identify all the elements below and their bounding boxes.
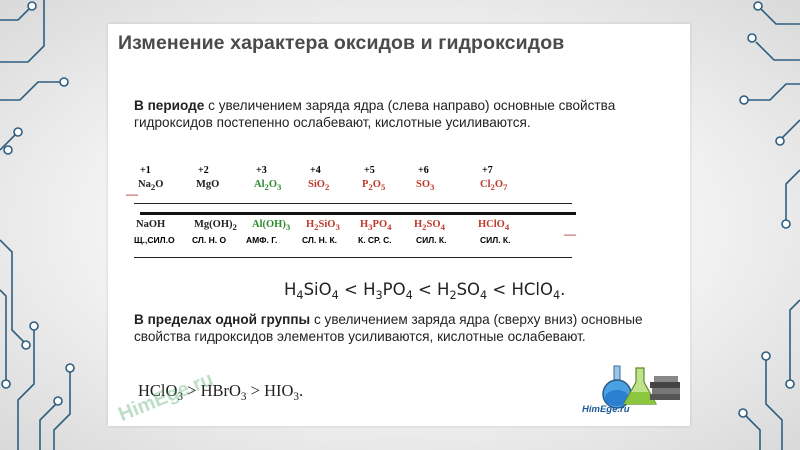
hydroxide-property: СЛ. Н. О bbox=[192, 235, 227, 245]
right-dash: — bbox=[564, 227, 576, 241]
table-divider-bottom bbox=[134, 257, 572, 258]
hydroxide-formula: Al(OH)3 bbox=[252, 219, 291, 233]
oxide-formula: Al2O3 bbox=[254, 179, 282, 193]
oxidation-state: +7 bbox=[482, 165, 493, 176]
hydroxide-property: СИЛ. К. bbox=[416, 235, 447, 245]
oxidation-state: +5 bbox=[364, 165, 375, 176]
oxidation-state: +6 bbox=[418, 165, 429, 176]
group-text: с увеличением заряда ядра (сверху вниз) … bbox=[134, 312, 643, 344]
hydroxide-property: Щ.,СИЛ.О bbox=[134, 235, 175, 245]
oxide-formula: Na2O bbox=[138, 179, 164, 193]
oxidation-state: +4 bbox=[310, 165, 321, 176]
group-bold: В пределах одной группы bbox=[134, 312, 311, 327]
oxides-hydroxides-table: +1 +2 +3 +4 +5 +6 +7 Na2O MgO Al2O3 SiO2 P2O5 SO3 Cl… bbox=[126, 165, 576, 267]
hydroxide-property: АМФ. Г. bbox=[246, 235, 278, 245]
left-dash: — bbox=[126, 187, 138, 201]
group-paragraph: В пределах одной группы с увеличением за… bbox=[134, 311, 654, 345]
hydroxide-formula: H2SO4 bbox=[414, 219, 445, 233]
hydroxide-property: СИЛ. К. bbox=[480, 235, 511, 245]
period-bold: В периоде bbox=[134, 98, 205, 113]
oxide-formula: MgO bbox=[196, 179, 220, 190]
hydroxide-formula: Mg(OH)2 bbox=[194, 219, 237, 233]
acid-strength-formula: H4SiO4 < H3PO4 < H2SO4 < HClO4. bbox=[284, 280, 566, 302]
oxide-formula: SO3 bbox=[416, 179, 435, 193]
hydroxide-formula: HClO4 bbox=[478, 219, 510, 233]
hydroxide-formula: NaOH bbox=[136, 219, 166, 230]
oxidation-state: +1 bbox=[140, 165, 151, 176]
oxidation-state: +2 bbox=[198, 165, 209, 176]
left-circuit-decoration bbox=[0, 0, 75, 450]
table-divider bbox=[134, 203, 572, 204]
oxide-formula: P2O5 bbox=[362, 179, 386, 193]
slide-title: Изменение характера оксидов и гидроксидо… bbox=[118, 32, 565, 54]
hydroxide-property: СЛ. Н. К. bbox=[302, 235, 338, 245]
hydroxide-formula: H3PO4 bbox=[360, 219, 392, 233]
period-paragraph: В периоде с увеличением заряда ядра (сле… bbox=[134, 97, 654, 131]
right-circuit-decoration bbox=[738, 1, 800, 450]
slide-content: Изменение характера оксидов и гидроксидо… bbox=[108, 24, 690, 426]
period-text: с увеличением заряда ядра (слева направо… bbox=[134, 98, 616, 130]
halogen-acid-formula: HClO3 > HBrO3 > HIO3. bbox=[138, 381, 304, 403]
hydroxide-formula: H2SiO3 bbox=[306, 219, 340, 233]
logo-text: HimEge.ru bbox=[582, 404, 630, 415]
chemistry-logo-icon bbox=[602, 365, 680, 409]
oxidation-state: +3 bbox=[256, 165, 267, 176]
table-divider-thick bbox=[140, 212, 576, 215]
hydroxide-property: К. СР. С. bbox=[358, 235, 392, 245]
oxide-formula: Cl2O7 bbox=[480, 179, 508, 193]
oxide-formula: SiO2 bbox=[308, 179, 330, 193]
